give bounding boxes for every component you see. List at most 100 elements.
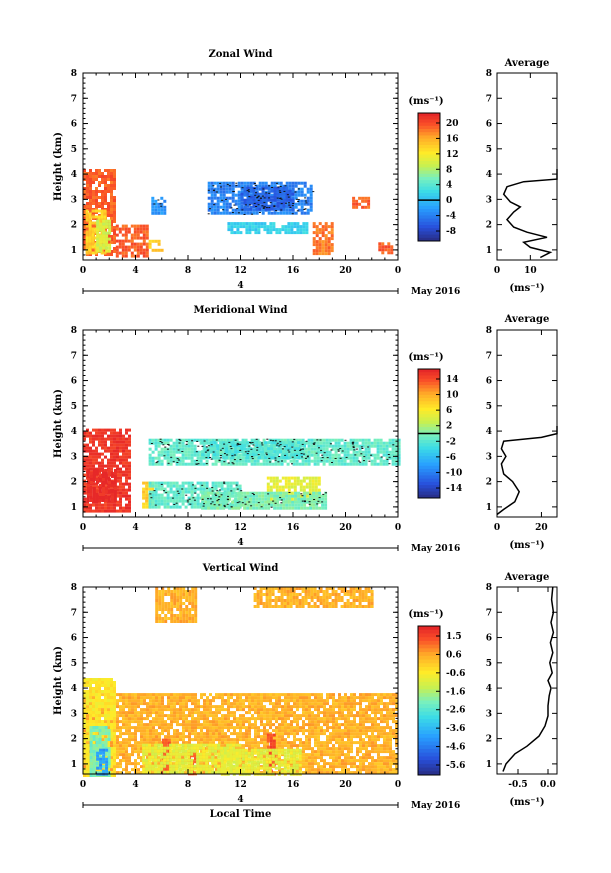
- heatmap-cell: [154, 248, 158, 252]
- heatmap-cell: [89, 458, 92, 462]
- heatmap-cell: [184, 453, 188, 457]
- heatmap-cell: [113, 443, 116, 447]
- heatmap-cell: [185, 693, 188, 697]
- heatmap-cell: [359, 705, 362, 709]
- heatmap-cell: [89, 506, 92, 510]
- heatmap-cell: [254, 711, 257, 715]
- heatmap-cell: [312, 249, 316, 253]
- heatmap-cell: [116, 509, 119, 513]
- heatmap-cell: [282, 450, 286, 454]
- heatmap-cell: [340, 444, 344, 448]
- heatmap-cell: [269, 476, 273, 480]
- heatmap-cell: [218, 717, 221, 721]
- contour-segment: [291, 205, 294, 207]
- heatmap-cell: [142, 254, 146, 258]
- heatmap-cell: [155, 723, 158, 727]
- heatmap-cell: [83, 467, 86, 471]
- heatmap-cell: [104, 509, 107, 513]
- contour-segment: [205, 446, 208, 448]
- heatmap-cell: [267, 186, 271, 190]
- heatmap-cell: [134, 711, 137, 715]
- contour-segment: [300, 453, 303, 455]
- heatmap-cell: [131, 717, 134, 721]
- heatmap-cell: [257, 696, 260, 700]
- heatmap-cell: [390, 245, 394, 249]
- heatmap-cell: [287, 485, 291, 489]
- heatmap-cell: [207, 456, 211, 460]
- heatmap-cell: [284, 717, 287, 721]
- heatmap-cell: [98, 470, 101, 474]
- heatmap-cell: [85, 236, 89, 240]
- heatmap-cell: [92, 443, 95, 447]
- heatmap-cell: [86, 175, 89, 178]
- heatmap-cell: [318, 506, 322, 510]
- heatmap-cell: [317, 705, 320, 709]
- heatmap-region: [201, 441, 307, 460]
- heatmap-cell: [276, 198, 280, 202]
- heatmap-cell: [172, 499, 176, 503]
- heatmap-cell: [346, 444, 350, 448]
- heatmap-cell: [125, 488, 128, 492]
- heatmap-cell: [116, 491, 119, 495]
- heatmap-cell: [297, 450, 301, 454]
- heatmap-cell: [299, 693, 302, 697]
- heatmap-cell: [104, 503, 107, 507]
- contour-segment: [280, 198, 283, 200]
- heatmap-cell: [338, 717, 341, 721]
- heatmap-cell: [299, 231, 303, 235]
- heatmap-cell: [160, 459, 164, 463]
- heatmap-cell: [210, 450, 214, 454]
- heatmap-cell: [83, 473, 86, 477]
- heatmap-cell: [122, 693, 125, 697]
- heatmap-cell: [122, 506, 125, 510]
- heatmap-cell: [312, 243, 316, 247]
- heatmap-cell: [322, 441, 326, 445]
- heatmap-cell: [193, 444, 197, 448]
- heatmap-cell: [86, 193, 89, 196]
- heatmap-cell: [290, 476, 294, 480]
- heatmap-cell: [229, 438, 233, 442]
- contour-segment: [355, 448, 358, 450]
- heatmap-cell: [294, 205, 298, 209]
- heatmap-cell: [245, 711, 248, 715]
- heatmap-cell: [231, 453, 235, 457]
- heatmap-cell: [272, 479, 276, 483]
- heatmap-cell: [83, 172, 86, 175]
- heatmap-cell: [298, 438, 302, 442]
- heatmap-cell: [116, 693, 119, 697]
- heatmap-cell: [298, 462, 302, 466]
- contour-segment: [274, 502, 277, 504]
- heatmap-cell: [145, 242, 149, 246]
- heatmap-cell: [89, 481, 93, 484]
- heatmap-cell: [193, 496, 197, 500]
- heatmap-cell: [92, 496, 96, 499]
- heatmap-cell: [341, 717, 344, 721]
- heatmap-cell: [116, 467, 119, 471]
- heatmap-cell: [105, 237, 109, 241]
- heatmap-cell: [113, 446, 116, 450]
- heatmap-cell: [302, 228, 306, 232]
- heatmap-cell: [222, 181, 226, 185]
- heatmap-cell: [240, 207, 244, 211]
- heatmap-cell: [281, 699, 284, 703]
- heatmap-cell: [116, 723, 119, 727]
- heatmap-cell: [302, 711, 305, 715]
- heatmap-cell: [241, 438, 245, 442]
- heatmap-cell: [254, 708, 257, 712]
- heatmap-cell: [88, 221, 92, 225]
- heatmap-cell: [252, 506, 256, 510]
- heatmap-cell: [154, 441, 158, 445]
- heatmap-cell: [235, 462, 239, 466]
- heatmap-cell: [242, 705, 245, 709]
- heatmap-cell: [391, 447, 395, 451]
- heatmap-cell: [213, 494, 217, 498]
- y-tick-label: 1: [71, 503, 77, 513]
- heatmap-cell: [246, 491, 250, 495]
- contour-segment: [323, 452, 326, 454]
- heatmap-cell: [209, 705, 212, 709]
- heatmap-cell: [282, 497, 286, 501]
- heatmap-cell: [376, 441, 380, 445]
- heatmap-cell: [83, 482, 86, 486]
- heatmap-cell: [204, 447, 208, 451]
- heatmap-cell: [212, 705, 215, 709]
